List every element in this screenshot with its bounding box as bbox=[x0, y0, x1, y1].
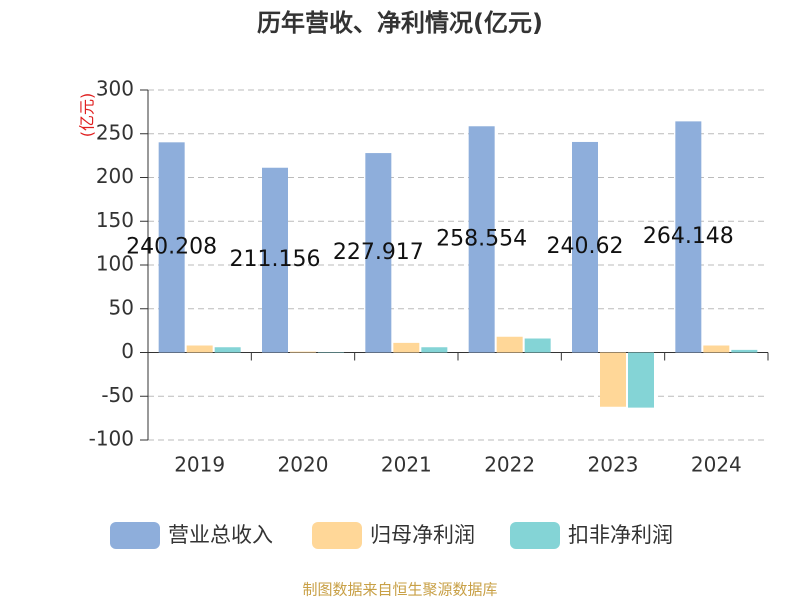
legend-swatch bbox=[110, 522, 160, 549]
bar bbox=[496, 336, 523, 353]
data-label: 258.554 bbox=[436, 226, 527, 251]
bar bbox=[158, 142, 185, 353]
bar bbox=[214, 347, 241, 353]
bar bbox=[393, 342, 420, 353]
legend-swatch bbox=[510, 522, 560, 549]
bar bbox=[628, 352, 654, 408]
bar bbox=[731, 349, 758, 353]
bar bbox=[524, 338, 551, 353]
legend-swatch bbox=[312, 522, 362, 549]
y-tick-label: -100 bbox=[89, 427, 134, 451]
data-label: 227.917 bbox=[333, 240, 424, 265]
bar bbox=[421, 347, 448, 353]
y-tick-label: 0 bbox=[121, 339, 134, 363]
bar bbox=[468, 126, 495, 353]
y-tick-label: 50 bbox=[109, 295, 134, 319]
y-tick-label: 100 bbox=[96, 252, 134, 276]
y-tick-label: 300 bbox=[96, 77, 134, 101]
source-note: 制图数据来自恒生聚源数据库 bbox=[302, 581, 497, 599]
y-tick-label: 200 bbox=[96, 164, 134, 188]
chart-title: 历年营收、净利情况(亿元) bbox=[257, 9, 543, 37]
bar bbox=[365, 153, 392, 353]
data-label: 264.148 bbox=[643, 224, 734, 249]
legend-label: 归母净利润 bbox=[370, 523, 475, 547]
y-tick-label: 150 bbox=[96, 208, 134, 232]
y-tick-label: -50 bbox=[101, 383, 134, 407]
data-label: 240.208 bbox=[126, 234, 217, 259]
x-tick-label: 2024 bbox=[691, 453, 742, 477]
bar bbox=[262, 167, 288, 353]
bar bbox=[186, 345, 213, 353]
bar bbox=[600, 352, 626, 407]
x-tick-label: 2019 bbox=[174, 453, 225, 477]
y-axis-label: (亿元) bbox=[78, 93, 97, 138]
y-tick-label: 250 bbox=[96, 120, 134, 144]
x-tick-label: 2021 bbox=[381, 453, 432, 477]
x-tick-label: 2023 bbox=[588, 453, 639, 477]
bar bbox=[675, 121, 702, 353]
data-label: 240.62 bbox=[547, 234, 624, 259]
legend-label: 扣非净利润 bbox=[568, 523, 673, 547]
data-label: 211.156 bbox=[230, 247, 321, 272]
bar bbox=[572, 141, 598, 353]
x-tick-label: 2022 bbox=[484, 453, 535, 477]
legend-label: 营业总收入 bbox=[168, 523, 273, 547]
bar bbox=[290, 351, 316, 353]
bar bbox=[703, 345, 730, 353]
x-tick-label: 2020 bbox=[278, 453, 329, 477]
